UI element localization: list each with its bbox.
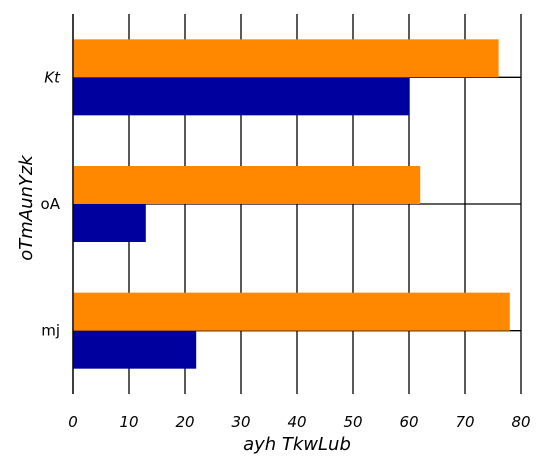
bar [73, 77, 409, 116]
y-axis-title: oTmAunYzk [16, 154, 37, 261]
x-tick-label: 50 [343, 413, 362, 431]
bar [73, 292, 510, 331]
x-tick-label: 70 [455, 413, 474, 431]
x-tick-label: 0 [68, 413, 78, 431]
y-tick-label: oA [41, 195, 61, 213]
bars [73, 39, 510, 369]
x-tick-label: 40 [287, 413, 306, 431]
bar [73, 166, 421, 204]
bar [73, 204, 146, 242]
x-tick-label: 20 [175, 413, 194, 431]
y-tick-label: Kt [44, 68, 61, 86]
x-axis-ticks: 0 10 20 30 40 50 60 70 80 [68, 413, 530, 431]
x-tick-label: 10 [119, 413, 138, 431]
x-tick-label: 60 [399, 413, 418, 431]
x-tick-label: 80 [511, 413, 530, 431]
x-tick-label: 30 [231, 413, 250, 431]
bar [73, 39, 499, 78]
y-axis-ticks: mj oA Kt [41, 68, 62, 339]
x-axis-title: ayh TkwLub [243, 434, 351, 455]
y-tick-label: mj [41, 322, 60, 340]
bar [73, 330, 197, 369]
